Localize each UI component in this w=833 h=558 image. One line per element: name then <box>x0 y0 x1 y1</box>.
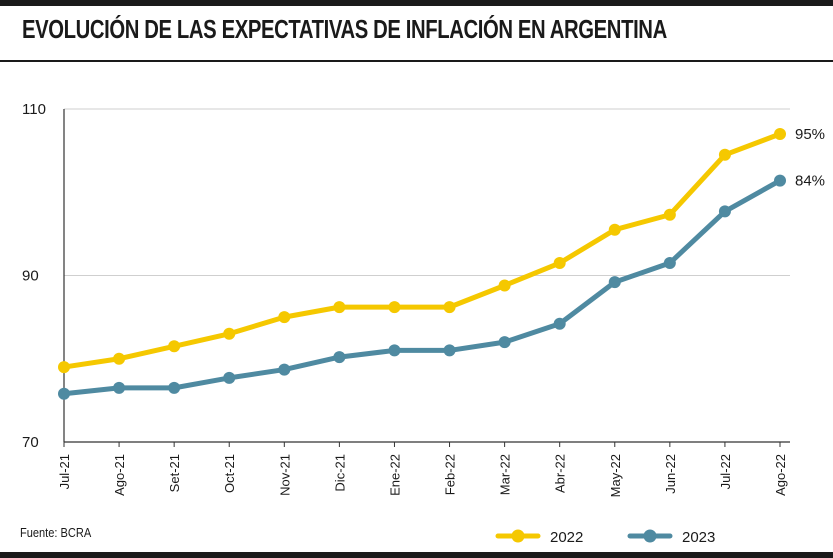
x-tick-label-2: Set-21 <box>167 454 182 492</box>
series-line-2023 <box>61 178 783 397</box>
data-point-2022-10 <box>608 223 621 236</box>
x-tick-label-5: Dic-21 <box>332 454 347 492</box>
data-point-2023-12 <box>718 205 731 218</box>
title-divider <box>0 60 833 62</box>
data-point-2022-1 <box>113 352 126 365</box>
y-tick-label-70: 70 <box>22 434 39 451</box>
data-point-2023-10 <box>608 276 621 289</box>
y-tick-label-90: 90 <box>22 268 39 285</box>
end-label-2023: 84% <box>795 173 825 190</box>
x-tick-label-13: Ago-22 <box>773 454 788 496</box>
data-point-2022-3 <box>223 327 236 340</box>
bottom-border <box>0 552 833 558</box>
data-point-2022-12 <box>718 148 731 161</box>
x-tick-label-6: Ene-22 <box>387 454 402 496</box>
data-point-2023-3 <box>223 371 236 384</box>
x-tick-label-11: Jun-22 <box>663 454 678 494</box>
legend-marker-2023 <box>643 529 657 543</box>
data-point-2022-11 <box>663 208 676 221</box>
data-point-2023-0 <box>58 387 70 400</box>
data-point-2023-5 <box>333 351 346 364</box>
legend-label-2023: 2023 <box>682 529 715 546</box>
series-line-2022 <box>61 131 783 370</box>
data-point-2022-9 <box>553 257 566 270</box>
data-point-2023-2 <box>168 381 181 394</box>
chart-title: EVOLUCIÓN DE LAS EXPECTATIVAS DE INFLACI… <box>22 14 667 44</box>
data-point-2023-4 <box>278 363 291 376</box>
data-point-2022-5 <box>333 301 346 314</box>
x-tick-label-7: Feb-22 <box>443 454 458 495</box>
source-note: Fuente: BCRA <box>20 525 92 540</box>
end-label-2022: 95% <box>795 126 825 143</box>
data-point-2023-13 <box>774 174 786 187</box>
x-tick-label-1: Ago-21 <box>112 454 127 496</box>
data-point-2022-13 <box>774 127 786 140</box>
x-tick-label-3: Oct-21 <box>222 454 237 493</box>
y-tick-label-110: 110 <box>22 101 46 118</box>
data-point-2023-1 <box>113 381 126 394</box>
data-point-2022-4 <box>278 311 291 324</box>
legend-label-2022: 2022 <box>550 529 583 546</box>
data-point-2022-6 <box>388 301 401 314</box>
data-point-2023-7 <box>443 344 456 357</box>
data-point-2022-2 <box>168 340 181 353</box>
data-point-2022-8 <box>498 279 511 292</box>
data-point-2022-0 <box>58 361 70 374</box>
data-point-2023-6 <box>388 344 401 357</box>
data-point-2023-8 <box>498 336 511 349</box>
x-tick-label-10: May-22 <box>608 454 623 497</box>
x-tick-label-12: Jul-22 <box>718 454 733 489</box>
x-tick-label-0: Jul-21 <box>57 454 72 489</box>
data-point-2023-9 <box>553 317 566 330</box>
x-tick-label-9: Abr-22 <box>553 454 568 493</box>
top-border <box>0 0 833 6</box>
data-point-2022-7 <box>443 301 456 314</box>
data-point-2023-11 <box>663 257 676 270</box>
legend-marker-2022 <box>511 529 525 543</box>
x-tick-label-4: Nov-21 <box>277 454 292 496</box>
x-tick-label-8: Mar-22 <box>498 454 513 495</box>
